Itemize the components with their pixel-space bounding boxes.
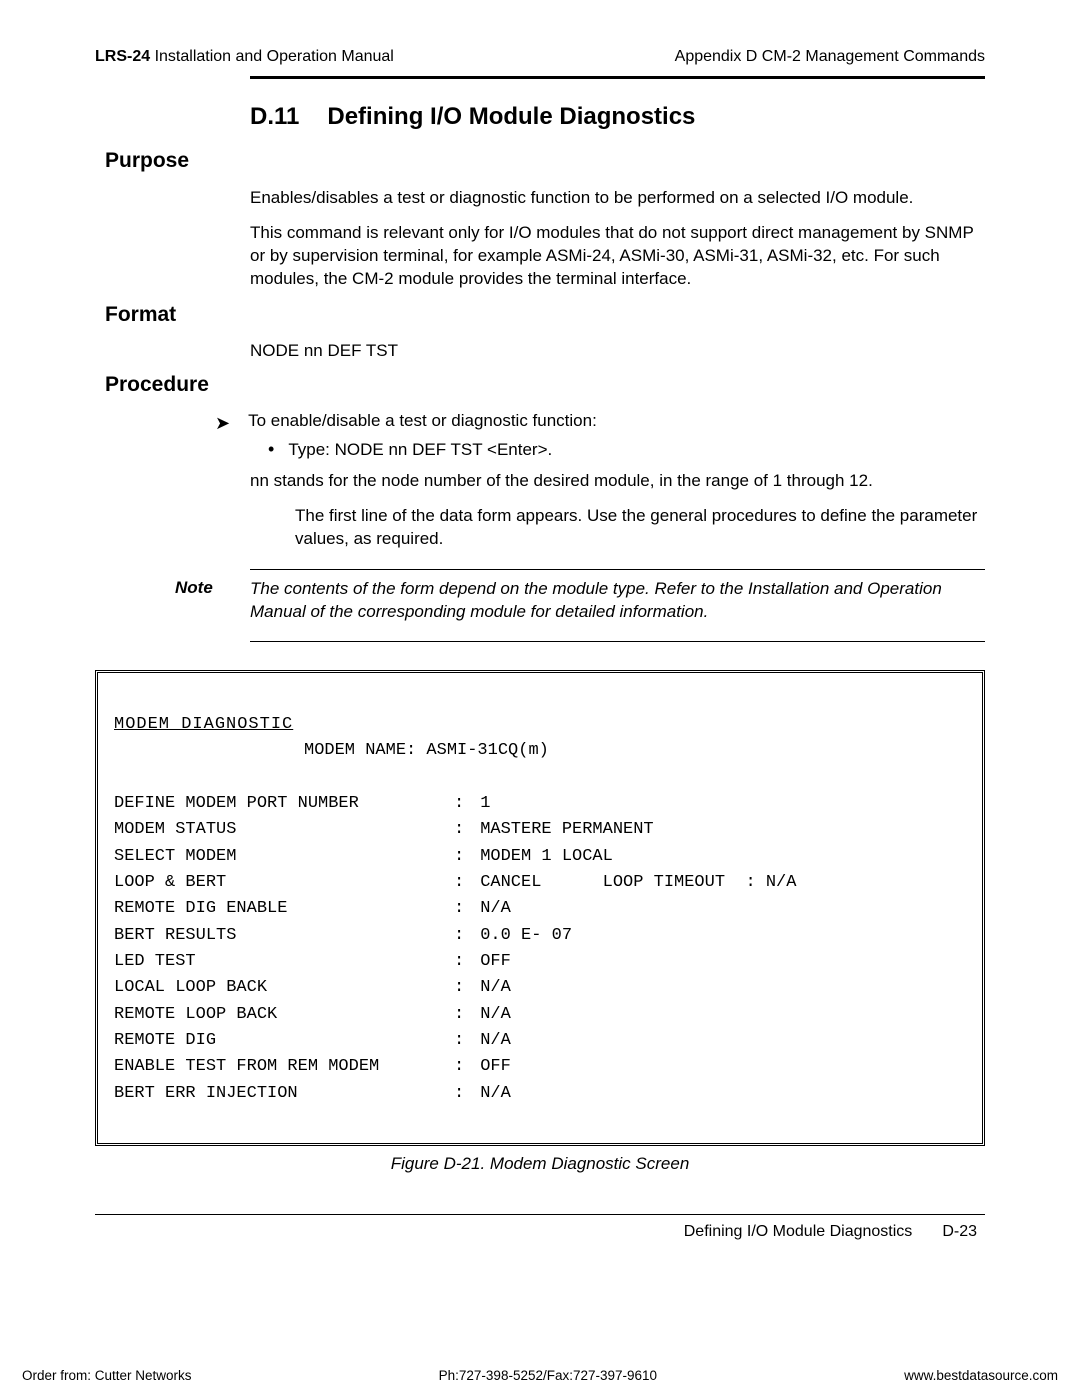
terminal-box: MODEM DIAGNOSTIC MODEM NAME: ASMI-31CQ(m… xyxy=(95,670,985,1146)
terminal-row-label: REMOTE LOOP BACK xyxy=(114,1002,454,1028)
terminal-name-row: MODEM NAME: ASMI-31CQ(m) xyxy=(304,738,966,764)
terminal-row: LOCAL LOOP BACK: N/A xyxy=(114,975,966,1001)
purpose-p1: Enables/disables a test or diagnostic fu… xyxy=(250,187,985,210)
header-manual: Installation and Operation Manual xyxy=(150,48,394,65)
terminal-row-value: N/A xyxy=(470,975,511,1001)
terminal-row: BERT RESULTS: 0.0 E- 07 xyxy=(114,923,966,949)
procedure-bullet: Type: NODE nn DEF TST <Enter>. xyxy=(288,440,552,460)
procedure-lead-row: ➤ To enable/disable a test or diagnostic… xyxy=(215,411,985,434)
note-text: The contents of the form depend on the m… xyxy=(250,578,985,624)
terminal-colon: : xyxy=(454,1002,470,1028)
terminal-row-value: 0.0 E- 07 xyxy=(470,923,572,949)
terminal-row-label: SELECT MODEM xyxy=(114,844,454,870)
header-right: Appendix D CM-2 Management Commands xyxy=(675,48,985,66)
terminal-row-value: OFF xyxy=(470,1054,511,1080)
terminal-name-label: MODEM NAME: xyxy=(304,741,416,760)
terminal-row-label: REMOTE DIG ENABLE xyxy=(114,896,454,922)
terminal-row-label: MODEM STATUS xyxy=(114,817,454,843)
format-command: NODE nn DEF TST xyxy=(250,341,985,361)
note-label: Note xyxy=(175,578,250,624)
format-heading: Format xyxy=(105,303,985,327)
terminal-row: LOOP & BERT: CANCEL LOOP TIMEOUT : N/A xyxy=(114,870,966,896)
terminal-row-label: LOOP & BERT xyxy=(114,870,454,896)
terminal-row-value: CANCEL LOOP TIMEOUT : N/A xyxy=(470,870,796,896)
terminal-row-value: 1 xyxy=(470,791,490,817)
terminal-row: REMOTE DIG: N/A xyxy=(114,1028,966,1054)
purpose-p2: This command is relevant only for I/O mo… xyxy=(250,222,985,291)
section-name: Defining I/O Module Diagnostics xyxy=(327,103,695,130)
terminal-title: MODEM DIAGNOSTIC xyxy=(114,715,293,734)
terminal-colon: : xyxy=(454,844,470,870)
header-product: LRS-24 xyxy=(95,48,150,65)
terminal-colon: : xyxy=(454,975,470,1001)
terminal-row-label: BERT ERR INJECTION xyxy=(114,1081,454,1107)
terminal-row: MODEM STATUS: MASTERE PERMANENT xyxy=(114,817,966,843)
procedure-lead: To enable/disable a test or diagnostic f… xyxy=(248,411,597,431)
terminal-row-label: REMOTE DIG xyxy=(114,1028,454,1054)
procedure-heading: Procedure xyxy=(105,373,985,397)
terminal-colon: : xyxy=(454,1054,470,1080)
note-rule-top xyxy=(250,569,985,570)
terminal-row-label: ENABLE TEST FROM REM MODEM xyxy=(114,1054,454,1080)
terminal-colon: : xyxy=(454,923,470,949)
terminal-row-value: N/A xyxy=(470,1002,511,1028)
figure-caption: Figure D-21. Modem Diagnostic Screen xyxy=(95,1154,985,1174)
footer-center: Ph:727-398-5252/Fax:727-397-9610 xyxy=(439,1368,657,1383)
terminal-row-value: N/A xyxy=(470,1081,511,1107)
footer-page: D-23 xyxy=(942,1223,977,1241)
footer-section: Defining I/O Module Diagnostics xyxy=(684,1223,913,1241)
terminal-colon: : xyxy=(454,896,470,922)
terminal-row-label: BERT RESULTS xyxy=(114,923,454,949)
terminal-row-label: LED TEST xyxy=(114,949,454,975)
procedure-bullet-row: • Type: NODE nn DEF TST <Enter>. xyxy=(250,440,985,460)
section-number: D.11 xyxy=(250,103,299,130)
page-header: LRS-24 Installation and Operation Manual… xyxy=(95,48,985,66)
terminal-row-value: N/A xyxy=(470,1028,511,1054)
arrow-icon: ➤ xyxy=(215,413,230,434)
terminal-row: LED TEST: OFF xyxy=(114,949,966,975)
terminal-row: ENABLE TEST FROM REM MODEM: OFF xyxy=(114,1054,966,1080)
terminal-row-value: N/A xyxy=(470,896,511,922)
terminal-row: REMOTE DIG ENABLE: N/A xyxy=(114,896,966,922)
note-rule-bottom xyxy=(250,641,985,642)
terminal-row: REMOTE LOOP BACK: N/A xyxy=(114,1002,966,1028)
procedure-p1: nn stands for the node number of the des… xyxy=(250,470,985,493)
terminal-colon: : xyxy=(454,791,470,817)
terminal-colon: : xyxy=(454,870,470,896)
terminal-colon: : xyxy=(454,949,470,975)
header-left: LRS-24 Installation and Operation Manual xyxy=(95,48,394,66)
terminal-colon: : xyxy=(454,817,470,843)
terminal-colon: : xyxy=(454,1081,470,1107)
footer-left: Order from: Cutter Networks xyxy=(22,1368,192,1383)
footer-right: www.bestdatasource.com xyxy=(904,1368,1058,1383)
purpose-heading: Purpose xyxy=(105,149,985,173)
terminal-row-label: DEFINE MODEM PORT NUMBER xyxy=(114,791,454,817)
footer-top: Defining I/O Module Diagnostics D-23 xyxy=(95,1223,977,1241)
bullet-icon: • xyxy=(268,440,274,458)
terminal-row: DEFINE MODEM PORT NUMBER: 1 xyxy=(114,791,966,817)
terminal-row-value: MODEM 1 LOCAL xyxy=(470,844,613,870)
section-title: D.11 Defining I/O Module Diagnostics xyxy=(250,103,985,131)
terminal-row: SELECT MODEM: MODEM 1 LOCAL xyxy=(114,844,966,870)
footer-bottom: Order from: Cutter Networks Ph:727-398-5… xyxy=(0,1368,1080,1383)
terminal-colon: : xyxy=(454,1028,470,1054)
header-rule xyxy=(250,76,985,79)
footer-rule xyxy=(95,1214,985,1215)
terminal-row-value: OFF xyxy=(470,949,511,975)
procedure-p2: The first line of the data form appears.… xyxy=(295,505,985,551)
terminal-row: BERT ERR INJECTION: N/A xyxy=(114,1081,966,1107)
terminal-rows: DEFINE MODEM PORT NUMBER: 1MODEM STATUS:… xyxy=(114,791,966,1107)
terminal-row-label: LOCAL LOOP BACK xyxy=(114,975,454,1001)
terminal-row-value: MASTERE PERMANENT xyxy=(470,817,654,843)
note-row: Note The contents of the form depend on … xyxy=(175,578,985,624)
terminal-name-value: ASMI-31CQ(m) xyxy=(426,741,548,760)
